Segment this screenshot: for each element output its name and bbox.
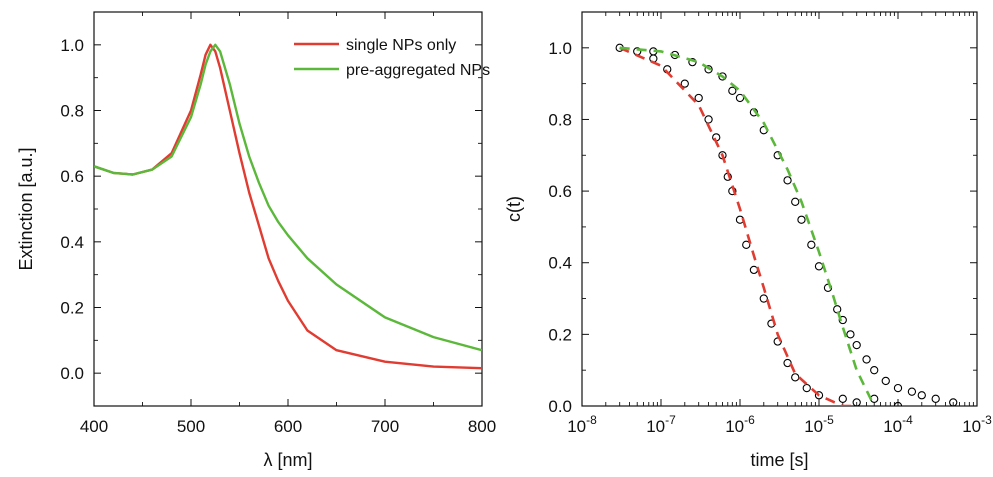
y-tick-label: 0.0 [60,364,84,383]
x-axis-label: λ [nm] [263,450,312,470]
y-tick-label: 0.6 [548,182,572,201]
legend-label: single NPs only [346,37,456,54]
data-point [791,373,800,382]
x-tick-label-exponent: -4 [902,413,913,427]
fit-curve-line [619,46,857,406]
data-point [773,337,782,346]
plot-area [615,43,958,406]
data-point [742,240,751,249]
x-tick-label-base: 10 [883,417,902,436]
y-tick-label: 0.8 [548,110,572,129]
x-tick-label: 10-4 [883,413,913,436]
x-axis-label: time [s] [750,450,808,470]
data-point [718,72,727,81]
x-tick-label: 10-5 [804,413,834,436]
extinction-chart-panel: 400 500 600 700 800 0.0 0.2 0.4 0.6 0.8 1.0 λ [nm] E… [16,11,496,470]
legend-label: pre-aggregated NPs [346,62,490,79]
fit-curve-line [619,46,876,406]
legend: single NPs only pre-aggregated NPs [294,37,490,79]
data-point [680,79,689,88]
x-tick-label: 600 [274,417,302,436]
y-tick-label: 0.6 [60,167,84,186]
data-point [704,115,713,124]
y-tick-label: 0.8 [60,102,84,121]
y-tick-label: 1.0 [60,36,84,55]
x-tick-label-base: 10 [567,417,586,436]
data-point [949,398,958,406]
x-tick-label-base: 10 [646,417,665,436]
data-point [870,366,879,375]
x-tick-label: 10-3 [962,413,992,436]
x-tick-label: 800 [468,417,496,436]
data-point [797,215,806,224]
data-point [704,65,713,74]
y-tick-label: 0.0 [548,397,572,416]
plot-area [94,43,482,370]
data-point [893,401,903,406]
y-axis-label: Extinction [a.u.] [16,147,36,270]
data-point [783,358,792,368]
x-tick-label: 700 [371,417,399,436]
y-tick-label: 0.4 [60,233,84,252]
data-point [783,176,792,185]
y-tick-label: 1.0 [548,39,572,58]
x-tick-label-base: 10 [962,417,981,436]
x-tick-label-base: 10 [725,417,744,436]
data-point [728,86,737,95]
x-tick-label-exponent: -6 [744,413,755,427]
data-point [688,57,697,67]
x-tick-label: 10-7 [646,413,676,436]
x-tick-label-exponent: -7 [665,413,676,427]
x-tick-label-exponent: -5 [823,413,834,427]
data-point [917,391,926,400]
data-point [907,387,917,396]
data-point [838,394,847,403]
data-point [931,394,940,403]
scatter-series [615,43,903,406]
y-tick-label: 0.2 [548,325,572,344]
data-point [791,197,800,206]
data-point [759,294,768,303]
data-point [838,315,847,325]
data-point [814,391,824,400]
x-tick-label: 10-6 [725,413,755,436]
data-point [802,383,811,393]
series-line [94,43,482,352]
y-axis-label: c(t) [504,196,524,222]
y-tick-label: 0.2 [60,299,84,318]
data-point [893,383,903,393]
data-point [852,340,861,350]
x-tick-label: 500 [177,417,205,436]
plot-frame [581,11,978,407]
data-point [694,93,703,103]
data-point [846,330,855,339]
data-point [881,376,890,386]
x-tick-label-exponent: -8 [586,413,597,427]
data-point [852,398,861,406]
y-tick-label: 0.4 [548,254,572,273]
x-tick-label-exponent: -3 [981,413,992,427]
x-tick-label-base: 10 [804,417,823,436]
data-point [807,240,816,249]
data-point [862,355,871,364]
x-tick-label: 10-8 [567,413,597,436]
x-tick-label: 400 [80,417,108,436]
series-line [94,43,482,370]
data-point [735,93,745,103]
correlation-chart-panel: 10-8 10-7 10-6 10-5 10-4 10-30.00.20.40.60.81… [504,11,992,470]
